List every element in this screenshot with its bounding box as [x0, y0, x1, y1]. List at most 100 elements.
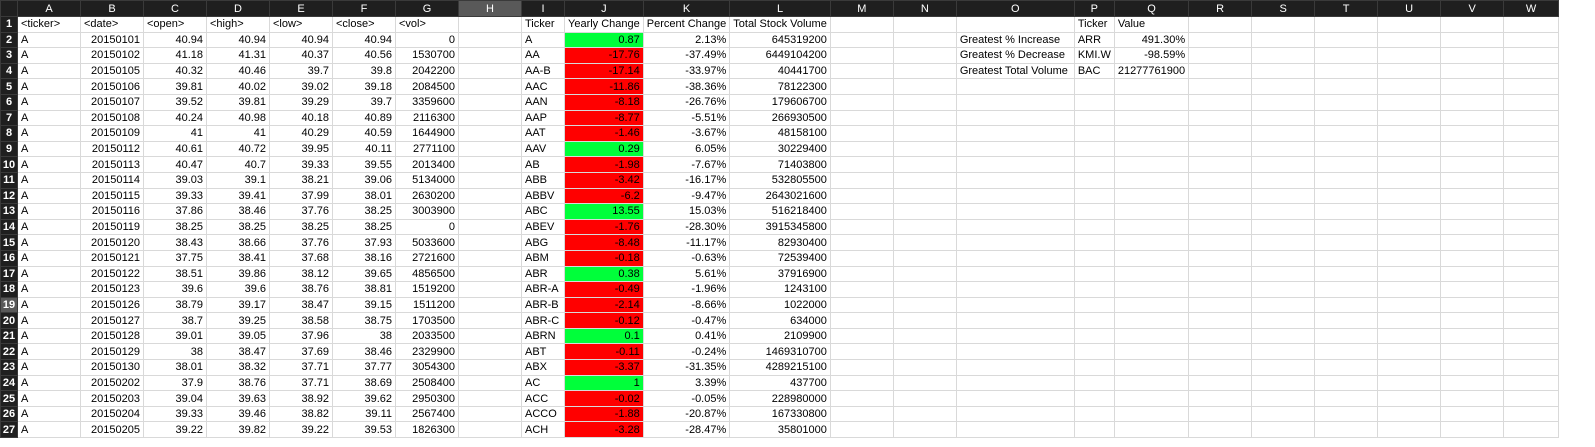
cell[interactable] [1113, 218, 1190, 236]
cell[interactable]: ABR-A [521, 281, 565, 298]
cell[interactable]: Greatest Total Volume [955, 62, 1075, 80]
cell[interactable]: 38.58 [269, 312, 333, 329]
cell[interactable] [1377, 234, 1442, 251]
cell[interactable]: 35801000 [729, 421, 831, 439]
cell[interactable] [1503, 203, 1560, 220]
cell[interactable] [955, 140, 1075, 158]
cell[interactable]: 40.61 [143, 140, 207, 158]
cell[interactable]: 20150106 [80, 78, 144, 95]
cell[interactable] [1188, 312, 1253, 329]
cell[interactable] [1251, 374, 1316, 392]
cell[interactable] [1251, 62, 1316, 80]
cell[interactable]: 37.71 [269, 359, 333, 376]
cell[interactable]: 39.63 [206, 390, 270, 407]
row-header[interactable]: 18 [0, 281, 18, 298]
cell[interactable] [955, 343, 1075, 361]
cell[interactable]: 39.7 [332, 93, 396, 111]
column-header-j[interactable]: J [564, 0, 644, 17]
cell[interactable]: Yearly Change [564, 16, 644, 33]
cell[interactable] [458, 125, 522, 142]
cell[interactable] [1188, 187, 1253, 205]
cell[interactable]: ACC [521, 390, 565, 407]
cell[interactable]: 38 [143, 343, 207, 361]
cell[interactable] [1188, 171, 1253, 189]
cell[interactable]: 39.04 [143, 390, 207, 407]
cell[interactable] [1503, 421, 1560, 439]
column-header-s[interactable]: S [1251, 0, 1316, 17]
cell[interactable]: 38.51 [143, 265, 207, 283]
cell[interactable] [1440, 405, 1505, 423]
cell[interactable] [1188, 125, 1253, 142]
cell[interactable] [1113, 281, 1190, 298]
cell[interactable]: 39.18 [332, 78, 396, 95]
cell[interactable]: -9.47% [642, 187, 731, 205]
cell[interactable]: -8.66% [642, 296, 731, 314]
cell[interactable]: 39.53 [332, 421, 396, 439]
column-header-d[interactable]: D [206, 0, 270, 17]
cell[interactable] [1188, 16, 1253, 33]
cell[interactable]: A [17, 93, 81, 111]
cell[interactable]: 20150102 [80, 47, 144, 64]
cell[interactable] [1440, 156, 1505, 173]
cell[interactable]: 0.87 [564, 31, 644, 49]
cell[interactable] [1440, 234, 1505, 251]
cell[interactable] [1251, 171, 1316, 189]
cell[interactable] [829, 296, 894, 314]
cell[interactable] [1503, 187, 1560, 205]
cell[interactable] [955, 421, 1075, 439]
cell[interactable] [829, 234, 894, 251]
cell[interactable]: 0 [395, 31, 459, 49]
cell[interactable] [1188, 343, 1253, 361]
cell[interactable]: 20150116 [80, 203, 144, 220]
cell[interactable] [829, 359, 894, 376]
cell[interactable]: -26.76% [642, 93, 731, 111]
cell[interactable] [458, 62, 522, 80]
cell[interactable]: -7.67% [642, 156, 731, 173]
cell[interactable] [1113, 234, 1190, 251]
cell[interactable]: 2084500 [395, 78, 459, 95]
cell[interactable] [1188, 156, 1253, 173]
cell[interactable]: 2116300 [395, 109, 459, 127]
cell[interactable] [1377, 359, 1442, 376]
cell[interactable] [1073, 359, 1115, 376]
cell[interactable] [1377, 93, 1442, 111]
cell[interactable]: 38.01 [332, 187, 396, 205]
cell[interactable] [1314, 359, 1379, 376]
cell[interactable]: <vol> [395, 16, 459, 33]
cell[interactable]: 38.46 [206, 203, 270, 220]
cell[interactable] [1113, 312, 1190, 329]
cell[interactable]: 20150119 [80, 218, 144, 236]
cell[interactable] [955, 374, 1075, 392]
cell[interactable]: 20150121 [80, 249, 144, 267]
cell[interactable] [1073, 171, 1115, 189]
cell[interactable]: 41 [206, 125, 270, 142]
cell[interactable]: 38.25 [332, 203, 396, 220]
cell[interactable] [1073, 218, 1115, 236]
cell[interactable] [1440, 171, 1505, 189]
cell[interactable]: A [17, 156, 81, 173]
cell[interactable]: 39.33 [269, 156, 333, 173]
cell[interactable] [1073, 78, 1115, 95]
cell[interactable]: Percent Change [642, 16, 731, 33]
cell[interactable]: -3.37 [564, 359, 644, 376]
cell[interactable] [1113, 374, 1190, 392]
cell[interactable]: -0.63% [642, 249, 731, 267]
cell[interactable]: ABR [521, 265, 565, 283]
cell[interactable] [1073, 281, 1115, 298]
cell[interactable]: Greatest % Decrease [955, 47, 1075, 64]
cell[interactable]: -3.28 [564, 421, 644, 439]
cell[interactable] [1440, 374, 1505, 392]
row-header[interactable]: 3 [0, 47, 18, 64]
cell[interactable]: -1.76 [564, 218, 644, 236]
row-header[interactable]: 20 [0, 312, 18, 329]
cell[interactable] [1503, 93, 1560, 111]
cell[interactable] [1314, 405, 1379, 423]
cell[interactable]: A [17, 405, 81, 423]
cell[interactable]: 38.12 [269, 265, 333, 283]
cell[interactable] [1188, 327, 1253, 345]
cell[interactable] [1503, 31, 1560, 49]
cell[interactable] [1314, 62, 1379, 80]
cell[interactable]: 40.98 [206, 109, 270, 127]
cell[interactable] [1113, 187, 1190, 205]
